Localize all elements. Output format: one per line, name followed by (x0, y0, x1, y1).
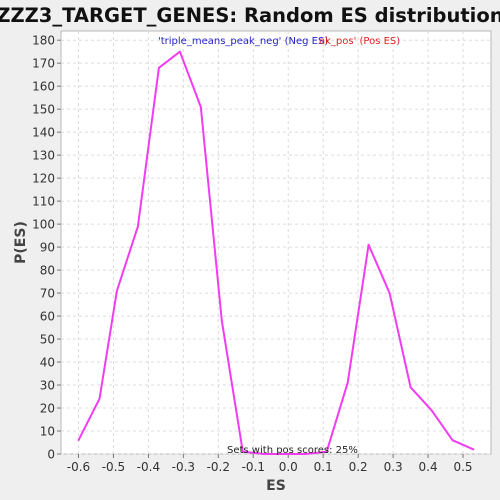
data-point (220, 319, 223, 322)
data-point (367, 243, 370, 246)
data-point (157, 66, 160, 69)
pos-scores-note: Sets with pos scores: 25% (227, 445, 358, 456)
x-tick-label: -0.4 (137, 460, 160, 474)
data-point (304, 453, 307, 455)
data-point (430, 409, 433, 412)
series-layer (77, 50, 475, 455)
y-tick-label: 150 (32, 103, 55, 117)
y-axis-label: P(ES) (13, 221, 29, 264)
chart-title: ZZZ3_TARGET_GENES: Random ES distributio… (0, 4, 500, 27)
data-point (472, 448, 475, 451)
data-point (451, 439, 454, 442)
y-tick-label: 110 (32, 195, 55, 209)
y-tick-label: 0 (47, 448, 55, 462)
y-tick-label: 10 (40, 425, 55, 439)
x-tick-label: 0.1 (314, 460, 333, 474)
data-point (137, 225, 139, 228)
x-tick-label: 0.2 (349, 460, 368, 474)
neg-es-label: 'triple_means_peak_neg' (Neg ES) (158, 36, 328, 47)
y-tick-label: 140 (32, 126, 55, 140)
data-point (325, 450, 328, 453)
x-tick-label: -0.2 (207, 460, 230, 474)
y-tick-label: 40 (40, 356, 55, 370)
y-tick-label: 170 (32, 57, 55, 71)
pos-es-label: ak_pos' (Pos ES) (319, 36, 400, 47)
y-tick-label: 100 (32, 218, 55, 232)
y-tick-label: 90 (40, 241, 55, 255)
x-tick-label: 0.5 (453, 460, 472, 474)
es-distribution-line (77, 50, 474, 455)
x-tick-label: 0.0 (279, 460, 298, 474)
data-point (98, 397, 101, 400)
y-tick-label: 20 (40, 402, 55, 416)
y-tick-label: 70 (40, 287, 55, 301)
data-point (262, 453, 265, 455)
data-point (199, 105, 202, 108)
data-point (116, 289, 118, 292)
plot-area (60, 30, 492, 455)
data-point (77, 439, 80, 442)
x-tick-label: -0.6 (67, 460, 90, 474)
y-tick-label: 30 (40, 379, 55, 393)
y-tick-label: 50 (40, 333, 55, 347)
grid (61, 31, 491, 455)
data-point (388, 292, 391, 294)
y-tick-label: 160 (32, 80, 55, 94)
y-tick-label: 60 (40, 310, 55, 324)
x-tick-label: -0.3 (172, 460, 195, 474)
y-tick-label: 180 (32, 34, 55, 48)
x-tick-label: -0.1 (242, 460, 265, 474)
y-tick-label: 80 (40, 264, 55, 278)
data-point (178, 50, 181, 53)
data-point (346, 381, 349, 384)
x-axis-label: ES (266, 478, 286, 494)
annotations: 'triple_means_peak_neg' (Neg ES) ak_pos'… (158, 36, 400, 456)
x-tick-label: -0.5 (102, 460, 125, 474)
x-tick-label: 0.3 (384, 460, 403, 474)
data-point (241, 450, 244, 453)
data-point (409, 386, 412, 389)
y-tick-label: 120 (32, 172, 55, 186)
x-tick-label: 0.4 (419, 460, 438, 474)
data-point (283, 453, 286, 455)
axes: -0.6 -0.5 -0.4 -0.3 -0.2 -0.1 0.0 0.1 0.2 0.3 0.4 0… (32, 34, 472, 474)
y-tick-label: 130 (32, 149, 55, 163)
